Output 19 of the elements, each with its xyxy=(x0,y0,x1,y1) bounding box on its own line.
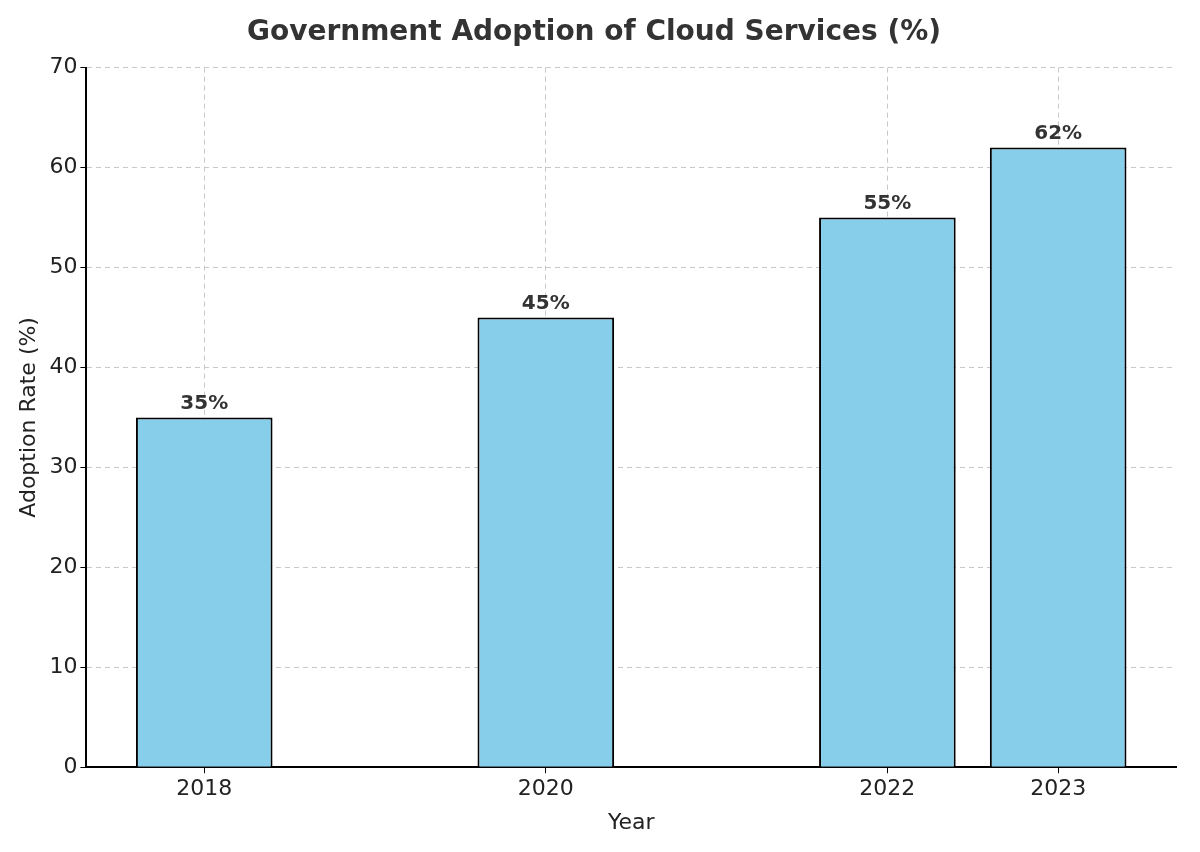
y-tick-label: 60 xyxy=(49,153,78,179)
y-tick-label: 10 xyxy=(49,652,78,678)
x-axis-title: Year xyxy=(606,808,656,834)
y-tick-label: 70 xyxy=(49,53,78,79)
data-label: 45% xyxy=(521,289,570,314)
y-axis-title: Adoption Rate (%) xyxy=(14,317,40,518)
x-tick-label: 2018 xyxy=(176,775,233,801)
data-label: 62% xyxy=(1034,119,1083,144)
y-tick-label: 20 xyxy=(49,553,78,579)
data-label: 55% xyxy=(863,189,912,214)
y-tick-label: 40 xyxy=(49,353,78,379)
x-tick-label: 2023 xyxy=(1030,775,1087,801)
x-tick-label: 2020 xyxy=(517,775,574,801)
x-tick-label: 2022 xyxy=(859,775,916,801)
data-label: 35% xyxy=(180,389,229,414)
y-tick-label: 0 xyxy=(63,752,78,778)
chart-title: Government Adoption of Cloud Services (%) xyxy=(246,14,942,48)
y-tick-label: 30 xyxy=(49,453,78,479)
y-tick-label: 50 xyxy=(49,253,78,279)
